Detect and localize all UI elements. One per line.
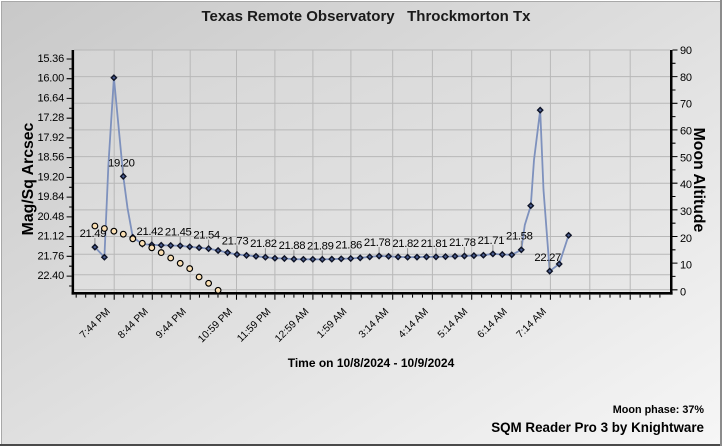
svg-text:90: 90 [680,45,692,57]
svg-text:21.12: 21.12 [37,231,64,243]
svg-text:Time on 10/8/2024 - 10/9/2024: Time on 10/8/2024 - 10/9/2024 [288,356,455,370]
svg-text:22.40: 22.40 [37,270,64,282]
svg-text:21.89: 21.89 [307,240,334,252]
svg-text:80: 80 [680,72,692,84]
svg-text:21.73: 21.73 [222,235,249,247]
svg-text:16.00: 16.00 [37,73,64,85]
svg-text:17.92: 17.92 [37,132,64,144]
svg-text:SQM Reader Pro 3 by Knightware: SQM Reader Pro 3 by Knightware [491,420,704,435]
svg-text:70: 70 [680,99,692,111]
svg-text:21.81: 21.81 [421,238,448,250]
svg-text:Mag/Sq Arcsec: Mag/Sq Arcsec [20,122,37,235]
svg-text:16.64: 16.64 [37,92,64,104]
svg-text:19.20: 19.20 [37,171,64,183]
svg-text:40: 40 [680,179,692,191]
svg-text:21.58: 21.58 [506,231,533,243]
svg-text:10: 10 [680,260,692,272]
svg-text:15.36: 15.36 [37,53,64,65]
svg-text:21.78: 21.78 [364,237,391,249]
svg-text:21.71: 21.71 [478,235,505,247]
svg-text:Texas Remote Observatory Thr: Texas Remote Observatory Throckmorton Tx [202,8,532,25]
svg-text:21.82: 21.82 [250,238,277,250]
svg-text:19.84: 19.84 [37,191,64,203]
svg-text:21.42: 21.42 [137,226,164,238]
svg-text:17.28: 17.28 [37,112,64,124]
svg-text:21.82: 21.82 [392,238,419,250]
svg-text:Moon Altitude: Moon Altitude [690,128,707,233]
svg-text:21.45: 21.45 [165,227,192,239]
svg-text:20: 20 [680,233,692,245]
svg-text:21.76: 21.76 [37,250,64,262]
svg-text:21.54: 21.54 [193,230,220,242]
svg-text:30: 30 [680,206,692,218]
svg-text:20.48: 20.48 [37,211,64,223]
svg-text:0: 0 [680,287,686,299]
svg-text:18.56: 18.56 [37,152,64,164]
svg-text:60: 60 [680,126,692,138]
svg-text:21.86: 21.86 [335,239,362,251]
svg-text:21.88: 21.88 [279,240,306,252]
svg-text:Moon phase: 37%: Moon phase: 37% [613,404,705,416]
svg-text:21.78: 21.78 [449,237,476,249]
svg-text:21.49: 21.49 [80,228,107,240]
svg-text:19.20: 19.20 [108,157,135,169]
svg-text:50: 50 [680,152,692,164]
svg-text:22.27: 22.27 [534,252,561,264]
